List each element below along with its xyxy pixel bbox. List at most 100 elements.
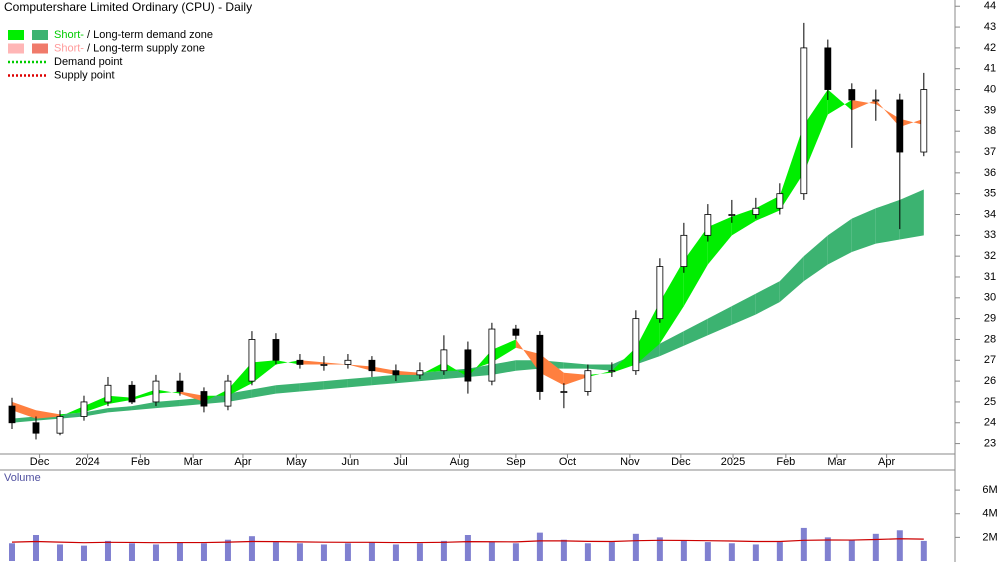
volume-bar	[680, 540, 687, 561]
x-tick-label: Mar	[184, 456, 203, 468]
candle-body	[56, 416, 64, 434]
long-zone	[59, 412, 84, 419]
long-zone	[347, 376, 372, 388]
volume-bar	[200, 543, 207, 561]
y-tick-label: 31	[984, 271, 996, 283]
y-tick-label: 28	[984, 333, 996, 345]
candle-body	[272, 339, 280, 361]
short-zone	[131, 389, 156, 400]
volume-bar	[32, 535, 39, 561]
x-tick-label: Apr	[878, 456, 895, 468]
y-tick-label: 26	[984, 375, 996, 387]
volume-title: Volume	[4, 472, 41, 484]
long-zone	[659, 331, 684, 357]
candle-body	[848, 89, 856, 101]
volume-bar	[560, 539, 567, 561]
long-zone	[803, 235, 828, 282]
candle-body	[584, 370, 592, 392]
volume-bar	[320, 544, 327, 561]
legend-label: Supply point	[54, 69, 115, 81]
y-tick-label: 40	[984, 83, 996, 95]
volume-bar	[464, 535, 471, 561]
short-zone	[35, 410, 60, 419]
long-zone	[707, 306, 732, 336]
candle-body	[488, 328, 496, 382]
short-zone	[107, 395, 132, 405]
volume-bar	[248, 536, 255, 561]
legend-swatch	[8, 30, 24, 40]
long-zone	[755, 281, 780, 315]
y-tick-label: 23	[984, 437, 996, 449]
candle-body	[368, 359, 376, 372]
volume-bar	[272, 542, 279, 561]
candle-body	[896, 99, 904, 153]
candle-body	[80, 401, 88, 417]
y-tick-label: 25	[984, 396, 996, 408]
volume-bar	[488, 542, 495, 561]
y-tick-label: 39	[984, 104, 996, 116]
candle-body	[776, 193, 784, 209]
short-zone	[11, 401, 36, 419]
long-zone	[683, 318, 708, 346]
legend-text: Short-	[54, 42, 84, 54]
candle-body	[320, 364, 328, 366]
short-zone	[755, 195, 780, 221]
short-zone	[827, 89, 852, 115]
short-zone	[347, 364, 372, 371]
short-zone	[155, 389, 180, 394]
y-tick-label: 33	[984, 229, 996, 241]
x-tick-label: Aug	[450, 456, 470, 468]
legend-swatch	[32, 43, 48, 54]
volume-bar	[128, 543, 135, 561]
long-zone	[851, 208, 876, 252]
short-zone	[251, 360, 276, 384]
long-zone	[731, 293, 756, 325]
candle-body	[632, 318, 640, 372]
short-zone	[875, 99, 900, 128]
candle-body	[824, 47, 832, 90]
volume-bar	[416, 543, 423, 561]
volume-tick-label: 6M	[982, 484, 997, 496]
short-zone	[59, 406, 84, 417]
volume-bar	[8, 543, 15, 561]
volume-bar	[176, 542, 183, 561]
volume-bar	[368, 542, 375, 561]
y-tick-label: 34	[984, 208, 996, 220]
long-zone	[779, 256, 804, 302]
long-zone	[323, 379, 348, 390]
long-zone	[371, 374, 396, 386]
y-tick-label: 35	[984, 188, 996, 200]
long-zone	[251, 385, 276, 398]
candle-body	[680, 234, 688, 267]
candle-body	[872, 99, 880, 102]
candle-body	[176, 380, 184, 392]
volume-bar	[848, 539, 855, 561]
y-tick-label: 43	[984, 21, 996, 33]
volume-bar	[104, 540, 111, 561]
short-zone	[707, 216, 732, 265]
volume-bar	[56, 544, 63, 561]
x-tick-label: Feb	[131, 456, 150, 468]
x-tick-label: 2025	[721, 456, 745, 468]
candle-body	[608, 370, 616, 373]
volume-ma-line	[11, 538, 924, 544]
candle-body	[560, 391, 568, 393]
legend-label: Short- / Long-term supply zone	[54, 42, 205, 54]
candle-body	[704, 214, 712, 236]
volume-bar	[608, 542, 615, 561]
x-tick-label: Nov	[620, 456, 640, 468]
short-zone	[491, 339, 516, 363]
candle-body	[200, 391, 208, 407]
y-tick-label: 24	[984, 417, 996, 429]
short-zone	[203, 389, 228, 402]
volume-bar	[296, 543, 303, 561]
volume-bar	[344, 543, 351, 561]
short-zone	[323, 362, 348, 365]
volume-bar	[776, 542, 783, 561]
short-zone	[227, 362, 252, 396]
candle-body	[128, 384, 136, 403]
short-zone	[899, 118, 924, 128]
candle-body	[728, 214, 736, 216]
x-tick-label: Sep	[506, 456, 526, 468]
volume-bar	[896, 530, 903, 561]
